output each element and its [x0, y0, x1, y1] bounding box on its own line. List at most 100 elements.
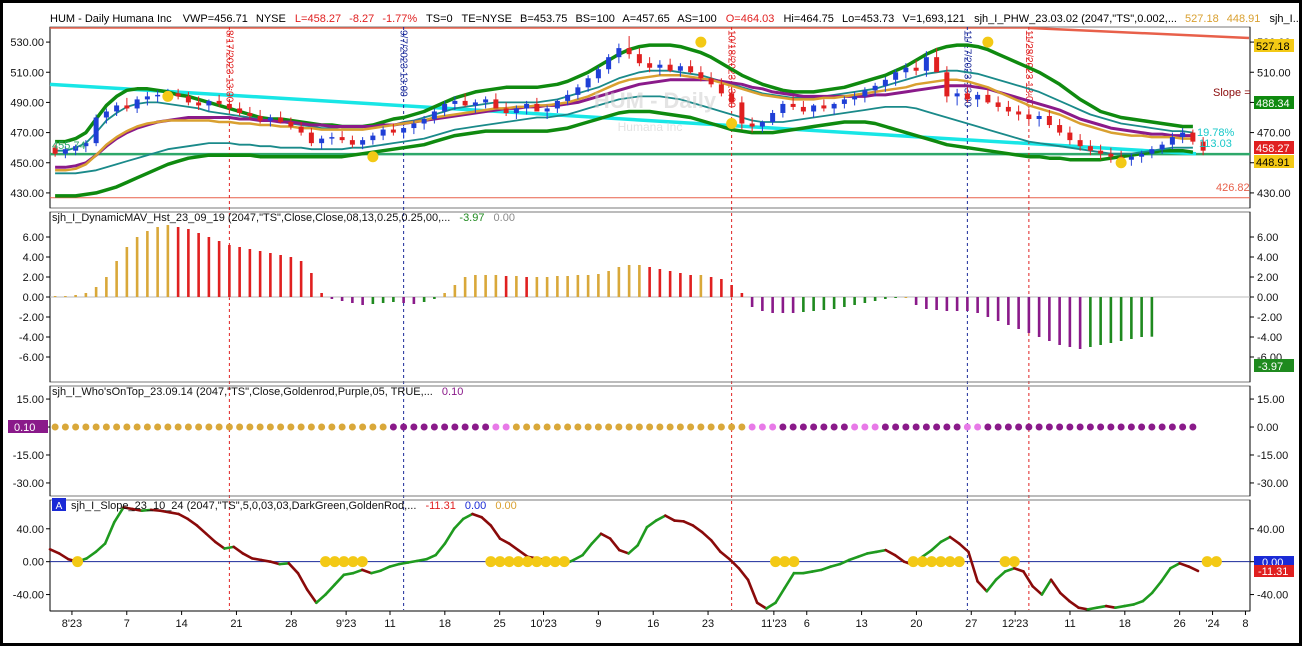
histogram-bar: [105, 277, 108, 297]
slope-segment: [1187, 565, 1200, 573]
slope-marker: [356, 556, 368, 568]
header-ask-size: AS=100: [677, 13, 716, 25]
right-label-488-bg: [1254, 96, 1294, 109]
slope-segment: [259, 558, 272, 563]
candle-body: [329, 137, 335, 139]
candle-body: [688, 66, 694, 73]
histogram-bar: [1140, 297, 1143, 337]
slope-marker: [494, 556, 506, 568]
candle-body: [1139, 153, 1145, 157]
whos-on-top-dot: [769, 423, 777, 431]
slope-marker: [522, 556, 534, 568]
histogram-title-v2: 0.00: [494, 212, 515, 224]
slope-segment: [250, 557, 263, 562]
slope-segment: [765, 601, 777, 610]
histogram-bar: [1078, 297, 1082, 349]
candle-body: [226, 103, 232, 109]
candle-body: [729, 93, 735, 103]
candle-body: [790, 103, 796, 107]
slope-segment: [985, 578, 998, 593]
slope-marker: [329, 556, 341, 568]
candle-body: [585, 78, 591, 88]
slope-value-1-bg: [1254, 565, 1294, 577]
slope-segment: [921, 548, 933, 559]
histogram-bar: [402, 297, 405, 303]
histogram-bar: [156, 227, 159, 297]
histogram-panel[interactable]: 6.00 6.00 4.00 4.00 2.00 2.00 0.00 0.00 -2.00 -2.…: [19, 211, 1282, 383]
price-right-tick-label: 470.00: [1257, 128, 1291, 140]
price-marker: [695, 36, 707, 48]
whos-on-top-dot: [830, 423, 838, 431]
slope-segment: [296, 571, 309, 591]
candle-body: [780, 103, 786, 113]
whos-on-top-dot: [635, 423, 643, 431]
histogram-bar: [802, 297, 805, 312]
whos-on-top-dot: [430, 423, 438, 431]
slope-segment: [838, 558, 851, 566]
whos-on-top-right-tick-label: -30.00: [1257, 478, 1288, 490]
slope-badge[interactable]: [52, 498, 66, 511]
histogram-bar: [761, 297, 764, 311]
right-label-527-bg: [1254, 39, 1294, 52]
slope-segment: [1031, 585, 1044, 596]
whos-on-top-dot: [717, 423, 725, 431]
candle-body: [483, 99, 489, 103]
x-tick-label: 9: [595, 618, 601, 630]
right-label-527-text: 527.18: [1256, 41, 1290, 53]
histogram-bar: [576, 275, 580, 297]
header-bid: B=453.75: [520, 13, 567, 25]
pct-annotation: 19.78%: [1197, 127, 1235, 139]
whos-on-top-dot: [625, 423, 633, 431]
slope-segment: [1049, 578, 1062, 595]
histogram-title-line: sjh_I_DynamicMAV_Hst_23_09_19 (2047,"TS"…: [52, 212, 515, 224]
slope-segment: [645, 519, 658, 529]
whos-on-top-value-text: 0.10: [14, 422, 35, 434]
x-tick-label: 6: [804, 618, 810, 630]
histogram-bar: [955, 297, 959, 311]
histogram-bar: [843, 297, 846, 307]
candle-body: [319, 138, 325, 144]
whos-on-top-dot: [113, 423, 121, 431]
slope-segment: [388, 562, 401, 568]
whos-on-top-dot: [420, 423, 428, 431]
whos-on-top-dot: [912, 423, 920, 431]
histogram-right-tick-label: -2.00: [1257, 312, 1282, 324]
slope-segment: [572, 553, 584, 562]
histogram-bar: [299, 261, 303, 297]
histogram-bar: [904, 297, 908, 298]
price-panel[interactable]: 530.00530.00510.00510.00490.00490.00470.…: [10, 26, 1291, 610]
slope-segment: [370, 569, 382, 575]
right-label-458-text: 458.27: [1256, 143, 1290, 155]
slope-segment: [489, 524, 502, 540]
whos-on-top-dot: [102, 423, 110, 431]
whos-on-top-dot: [584, 423, 592, 431]
histogram-bar: [453, 285, 457, 297]
slope-segment: [783, 571, 796, 590]
x-tick-label: 21: [230, 618, 242, 630]
slope-segment: [204, 532, 217, 544]
candle-body: [1169, 137, 1175, 145]
histogram-bar: [658, 269, 662, 297]
candle-body: [1190, 132, 1196, 142]
candle-body: [913, 67, 919, 71]
candle-body: [667, 64, 673, 71]
candle-body: [606, 57, 612, 70]
candle-body: [1016, 111, 1022, 115]
slope-title-v1: -11.31: [425, 500, 455, 512]
slope-left-tick-label: -40.00: [13, 590, 44, 602]
slope-segment: [939, 535, 952, 544]
histogram-bar: [750, 297, 754, 307]
slope-segment: [434, 542, 447, 557]
candle-body: [370, 135, 376, 141]
candle-body: [411, 123, 417, 129]
candle-body: [862, 90, 868, 97]
slope-segment: [1114, 604, 1126, 610]
header-volume: V=1,693,121: [902, 13, 965, 25]
candle-body: [872, 85, 878, 91]
slope-segment: [1095, 604, 1108, 610]
candle-body: [134, 99, 140, 109]
slope-marker: [320, 556, 332, 568]
histogram-left-tick-label: -2.00: [19, 312, 44, 324]
candle-body: [1128, 156, 1134, 160]
